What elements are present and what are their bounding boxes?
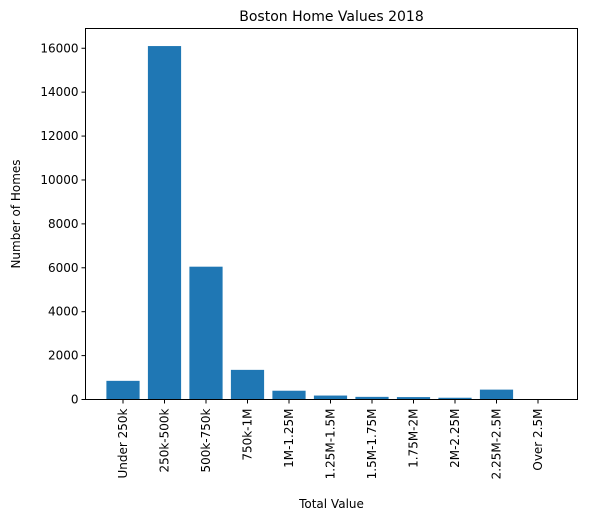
bar-6 [355, 396, 389, 400]
y-axis-ticks: 0 2000 4000 6000 8000 10000 12000 14000 16000 [40, 41, 86, 407]
plot-frame [85, 28, 578, 400]
bar-8 [438, 397, 472, 400]
bar-7 [396, 397, 431, 400]
y-tick-label: 14000 [40, 85, 78, 99]
bar-9 [479, 389, 514, 400]
bar-0 [106, 380, 140, 400]
bar-3 [230, 369, 265, 400]
bar-5 [313, 395, 348, 400]
x-tick-label: 1.5M-1.75M [365, 409, 379, 480]
x-tick-label: 2M-2.25M [448, 409, 462, 468]
bar-1 [147, 46, 182, 400]
x-tick-label: 2.25M-2.5M [490, 409, 504, 480]
y-tick-label: 6000 [48, 261, 79, 275]
x-tick-label: 1.75M-2M [407, 409, 421, 468]
x-tick-label: Over 2.5M [531, 409, 545, 471]
y-axis-label: Number of Homes [9, 159, 23, 268]
y-tick-label: 8000 [48, 217, 79, 231]
y-tick-label: 16000 [40, 41, 78, 55]
y-tick-label: 0 [71, 393, 79, 407]
x-tick-label: 750k-1M [241, 409, 255, 461]
x-tick-label: Under 250k [116, 408, 130, 478]
y-tick-label: 2000 [48, 349, 79, 363]
x-axis-ticks: Under 250k 250k-500k 500k-750k 750k-1M 1M-1.… [116, 399, 545, 480]
bar-4 [272, 390, 306, 400]
x-axis-label: Total Value [298, 497, 364, 511]
x-tick-label: 500k-750k [199, 408, 213, 472]
y-tick-label: 12000 [40, 129, 78, 143]
chart-title: Boston Home Values 2018 [239, 9, 423, 25]
x-tick-label: 1.25M-1.5M [324, 409, 338, 480]
x-tick-label: 250k-500k [158, 408, 172, 472]
bar-2 [189, 266, 223, 400]
y-tick-label: 10000 [40, 173, 78, 187]
y-tick-label: 4000 [48, 305, 79, 319]
bars-group [106, 46, 514, 400]
x-tick-label: 1M-1.25M [282, 409, 296, 468]
